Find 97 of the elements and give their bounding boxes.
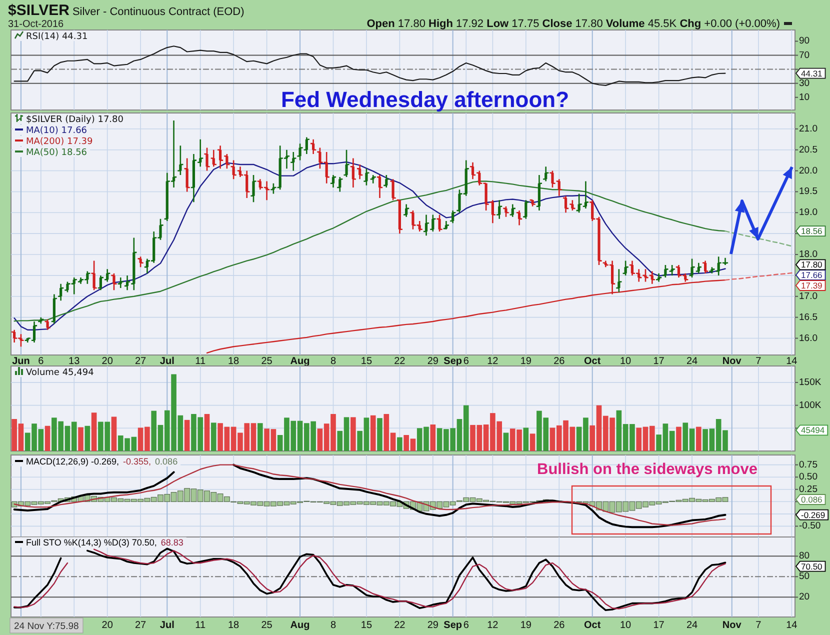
x-tick-label: 14 [786,620,798,631]
x-tick-label: 17 [653,356,665,367]
x-tick-label: Aug [290,356,310,367]
x-tick-label: 18 [228,356,240,367]
x-tick-label: Oct [584,356,602,367]
legend-label: MACD(12,26,9) -0.269, [26,456,120,466]
y-tick-label: 70 [799,50,810,61]
y-tick-label: 0.50 [799,472,818,483]
x-tick-label: 11 [195,356,206,367]
x-tick-label: Jun [12,356,30,367]
x-tick-label: 15 [360,356,372,367]
x-tick-label: 6 [463,620,470,631]
x-tick-label: 27 [134,620,147,631]
y-tick-label: 21.0 [799,123,818,134]
x-tick-label: 25 [261,356,273,367]
y-tick-label: 18.0 [799,249,818,260]
x-tick-label: 26 [554,356,566,367]
x-tick-label: Sep [444,620,462,631]
x-tick-label: 11 [195,620,206,631]
x-tick-label: 7 [756,620,762,631]
x-tick-label: 10 [620,620,632,631]
legend-title: Volume 45,494 [26,368,94,378]
text: -0.355, [123,456,152,466]
legend-label: MA(50) 18.56 [26,148,88,158]
text: 24 Nov Y:75.98 [14,621,79,632]
x-tick-label: Oct [584,620,602,631]
legend-title: $SILVER (Daily) 17.80 [26,115,124,125]
y-tick-label: 30 [799,78,810,89]
x-tick-label: 22 [394,620,406,631]
x-tick-label: Jul [160,356,175,367]
y-tick-label: 90 [799,36,810,47]
x-tick-label: 20 [102,620,114,631]
legend-label: Full STO %K(14,3) %D(3) 70.50, [26,538,157,548]
x-tick-label: 6 [463,356,470,367]
x-tick-label: 14 [786,356,798,367]
x-tick-label: 29 [427,356,439,367]
x-tick-label: 24 [686,356,698,367]
y-tick-label: 80 [799,550,810,562]
text: 44.31 [801,68,823,78]
x-tick-label: 7 [756,356,762,367]
chart-subtitle: 31-Oct-2016 [8,19,64,30]
x-tick-label: 29 [427,620,439,631]
y-tick-label: 17.0 [799,290,818,302]
x-tick-label: 6 [38,356,44,367]
y-tick-label: 150K [799,376,822,388]
x-tick-label: 8 [330,356,336,367]
x-tick-label: 13 [68,356,80,367]
x-tick-label: 27 [134,356,147,367]
x-tick-label: 19 [520,356,532,367]
y-tick-label: 0.75 [799,459,818,470]
x-tick-label: Nov [722,620,742,631]
x-tick-label: 15 [360,620,372,631]
y-tick-label: 20.0 [799,165,818,176]
series-label: 68.83 [160,538,184,548]
text: 17.39 [801,280,823,290]
y-tick-label: 10 [799,92,810,103]
x-tick-label: 18 [228,620,240,631]
x-tick-label: 12 [487,620,499,631]
y-tick-label: 100K [799,400,822,411]
x-tick-label: 8 [330,620,336,631]
legend-label: MA(200) 17.39 [26,137,94,147]
x-tick-label: 24 [686,620,698,631]
x-tick-label: 10 [620,356,632,367]
x-tick-label: 12 [487,356,499,367]
text: 0.086 [155,456,178,466]
series-label: RSI(14) 44.31 [26,32,88,42]
y-tick-label: 19.0 [799,207,818,218]
y-tick-label: 16.0 [799,332,818,344]
y-tick-label: 20.5 [799,144,818,156]
text: 70.50 [801,561,823,572]
annotation: 17.80 [801,260,823,270]
x-tick-label: 19 [520,620,532,631]
x-tick-label: 17 [653,620,665,631]
text: Open 17.80 High 17.92 Low 17.75 Close 17.80 Volume 45.5K Chg +0.00 (+0.00%) [366,18,780,30]
x-tick-label: 22 [394,356,406,367]
x-tick-label: 26 [554,620,566,631]
chart-title: $SILVER Silver - Continuous Contract (EOD) [8,2,244,19]
x-tick-label: Aug [290,620,310,631]
x-tick-label: Nov [722,356,742,367]
y-tick-label: 16.5 [799,312,818,323]
y-tick-label: 0.25 [799,484,818,495]
y-tick-label: 50 [799,571,810,582]
y-tick-label: 19.5 [799,186,818,198]
y-tick-label: -0.50 [799,520,821,532]
annotation: Fed Wednesday afternoon? [280,87,570,112]
annotation: Bullish on the sideways move [537,461,758,478]
annotation: 45494 [801,425,825,436]
annotation: 18.56 [801,226,823,236]
y-tick-label: 20 [799,592,810,603]
x-tick-label: 25 [261,620,273,631]
x-tick-label: 20 [102,356,114,367]
x-tick-label: Sep [444,356,462,367]
legend-label: MA(10) 17.66 [26,126,88,136]
text: 0.086 [801,494,823,504]
annotation: -0.269 [801,510,826,520]
text: 17.66 [801,270,823,280]
x-tick-label: Jul [160,620,175,631]
